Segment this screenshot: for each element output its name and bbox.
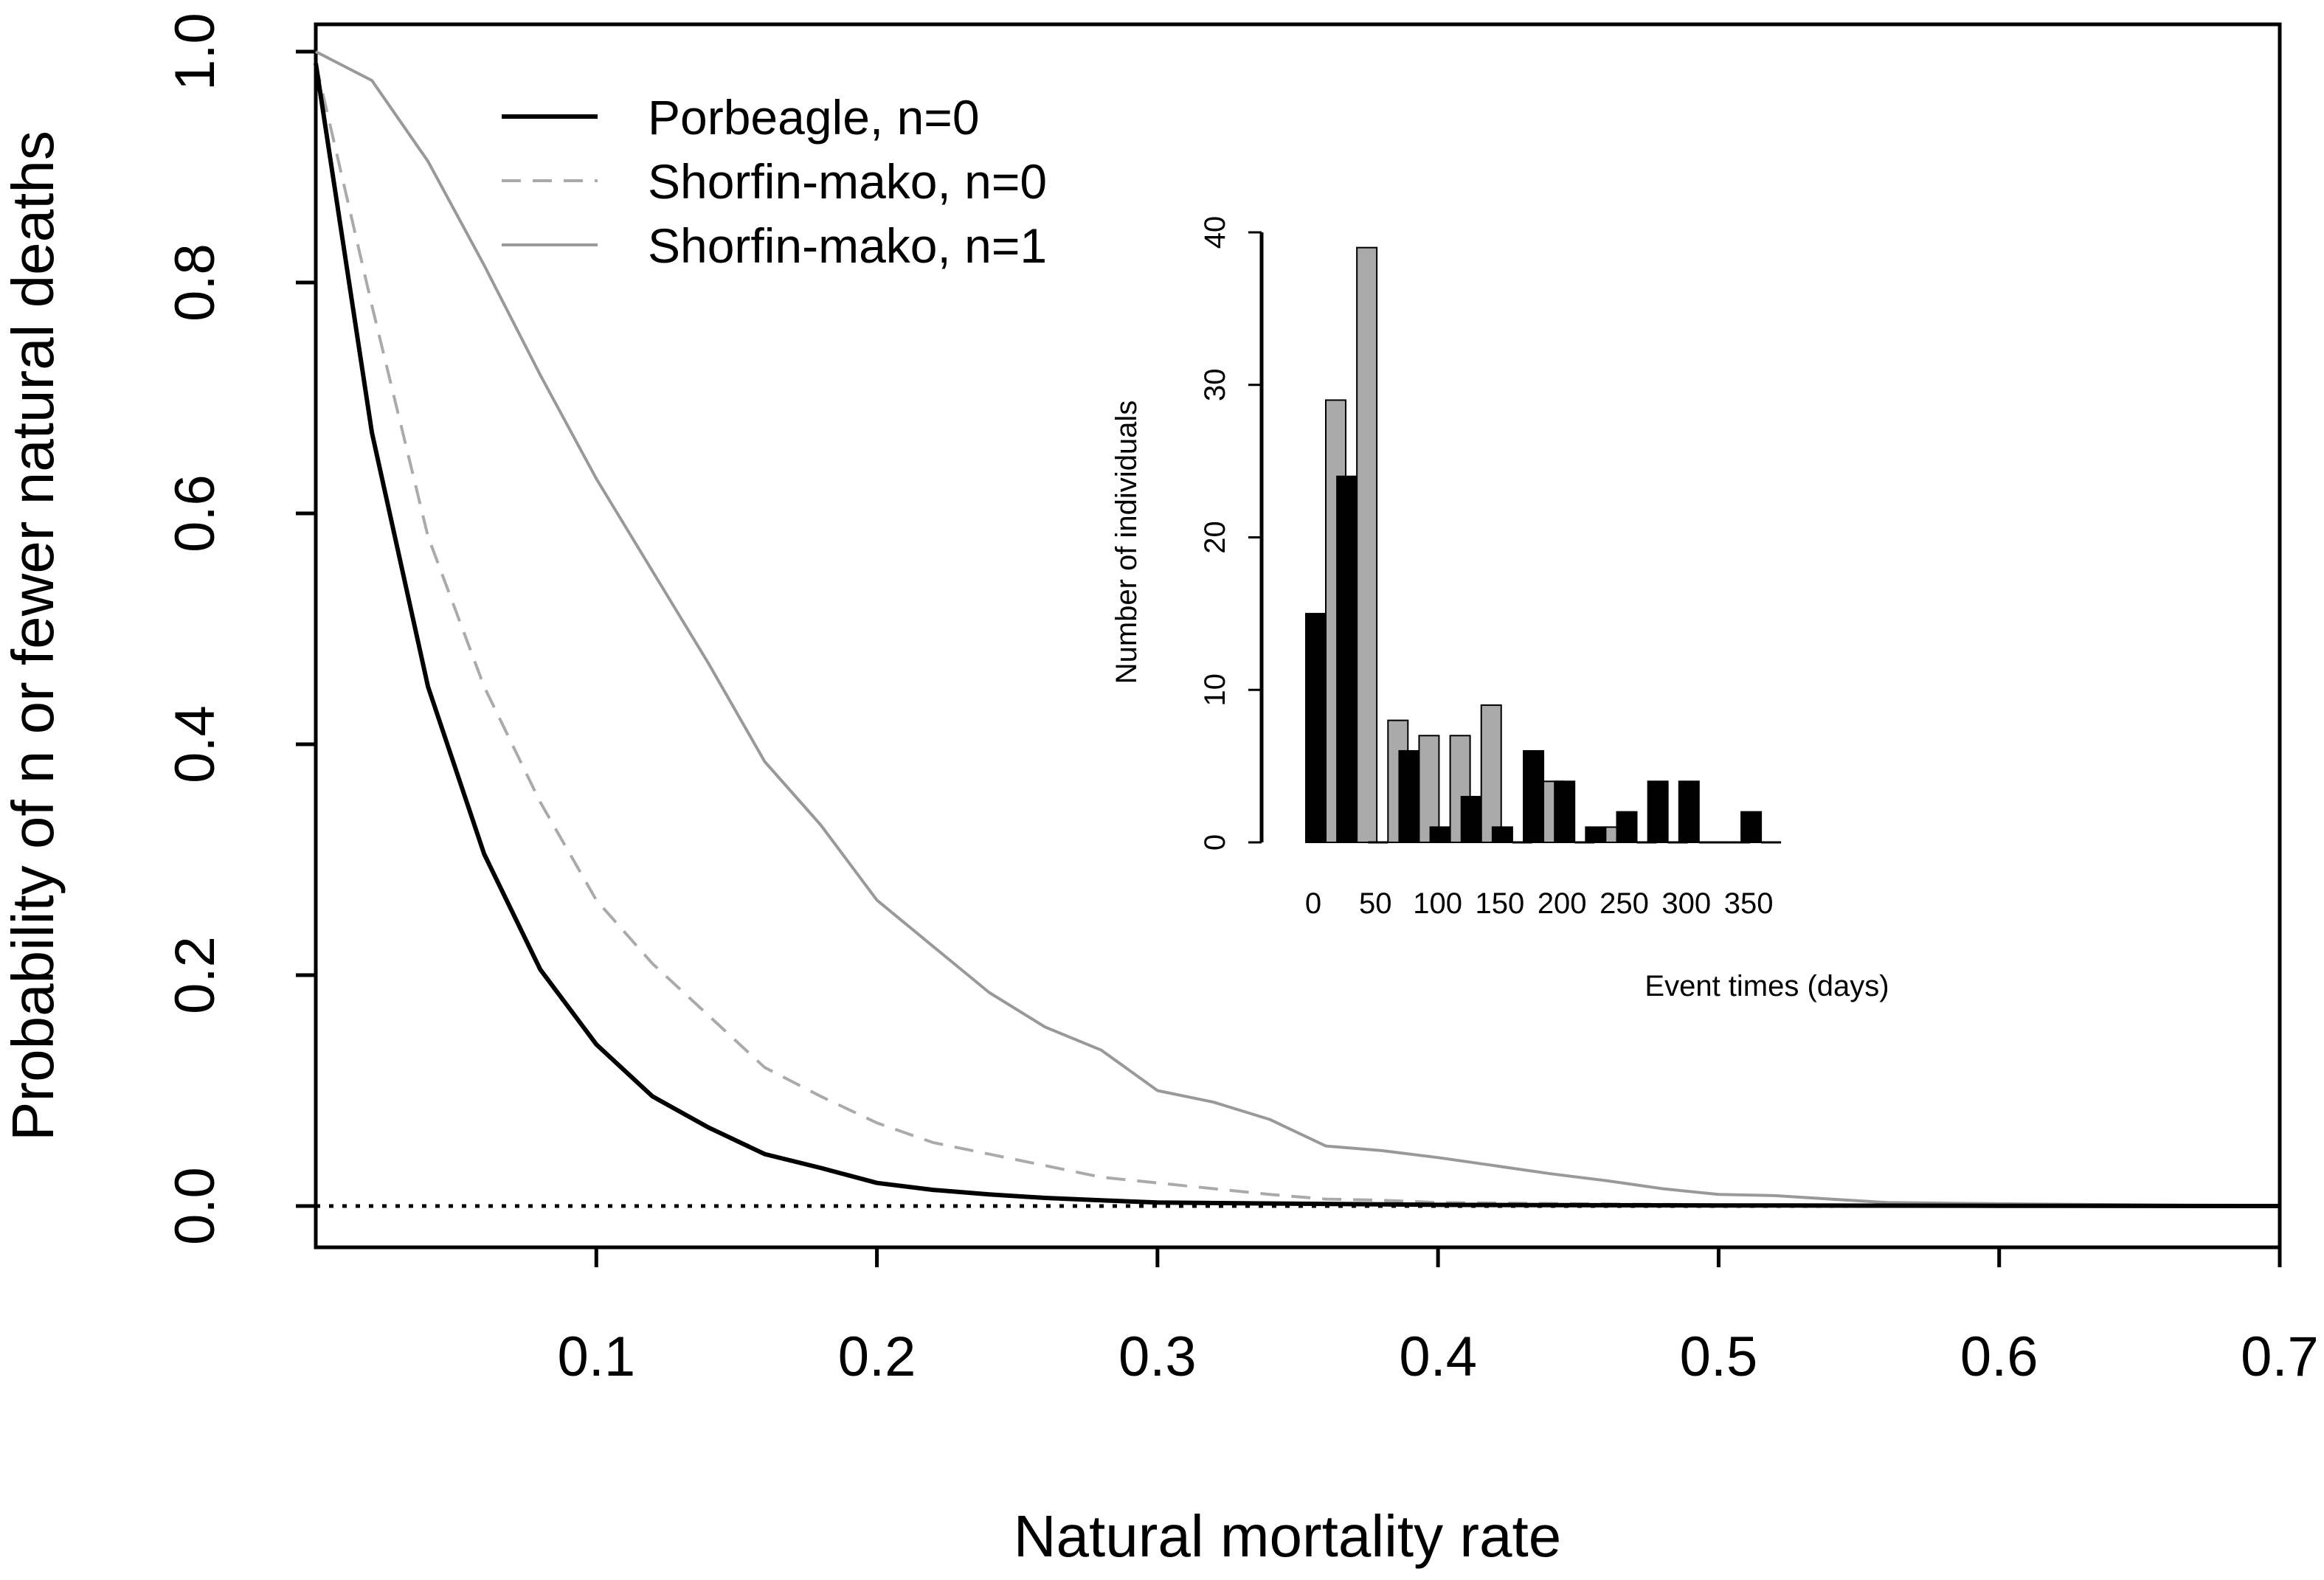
main-y-axis: 0.0 0.2 0.4 0.6 0.8 1.0 [164,13,316,1245]
inset-y-tick-label: 40 [1199,216,1231,249]
inset-bar-porbeagle [1585,826,1607,843]
main-x-tick-label: 0.5 [1680,1326,1758,1388]
inset-bar-porbeagle [1336,475,1358,843]
inset-bar-chart: 0 10 20 30 40 0 50 100 150 200 250 300 350 Event ti… [1110,216,1889,1002]
legend-label: Porbeagle, n=0 [648,90,980,145]
main-y-tick-label: 0.0 [164,1167,226,1245]
inset-x-tick-label: 350 [1724,887,1774,920]
inset-bar-porbeagle [1647,780,1669,844]
main-x-tick-label: 0.3 [1118,1326,1197,1388]
main-series-group [314,50,2280,1208]
series-line-2 [315,50,2280,1207]
main-x-tick-label: 0.1 [557,1326,635,1388]
inset-x-tick-label: 50 [1359,887,1392,920]
inset-bar-porbeagle [1554,780,1576,844]
inset-x-tick-label: 150 [1476,887,1525,920]
main-y-tick-label: 0.6 [164,474,226,552]
inset-bar-shortfin-mako [1480,704,1502,843]
inset-bar-porbeagle [1460,795,1482,843]
main-y-axis-title: Probability of n or fewer natural deaths [0,131,66,1141]
inset-y-tick-label: 0 [1199,834,1231,850]
main-y-tick-label: 0.2 [164,936,226,1014]
main-x-tick-label: 0.7 [2241,1326,2319,1388]
main-x-tick-label: 0.6 [1960,1326,2038,1388]
inset-x-tick-label: 0 [1305,887,1321,920]
inset-x-tick-label: 300 [1661,887,1711,920]
inset-x-tick-label: 250 [1600,887,1649,920]
inset-bar-porbeagle [1429,826,1451,843]
inset-y-axis-title: Number of individuals [1110,401,1143,685]
main-y-tick-label: 1.0 [164,13,226,91]
main-x-axis-title: Natural mortality rate [1014,1503,1561,1569]
main-x-tick-label: 0.2 [838,1326,916,1388]
main-plot-frame [314,22,2282,1250]
legend-label: Shorfin-mako, n=0 [648,154,1047,209]
inset-x-tick-label: 100 [1413,887,1462,920]
inset-bar-porbeagle [1491,826,1513,843]
series-line-1 [314,63,2280,1207]
inset-x-tick-label: 200 [1538,887,1587,920]
main-x-tick-label: 0.4 [1399,1326,1477,1388]
inset-bar-shortfin-mako [1418,735,1440,844]
series-line-0 [314,63,2280,1208]
inset-bar-porbeagle [1740,811,1763,844]
inset-bar-porbeagle [1305,612,1327,843]
inset-bar-porbeagle [1398,749,1420,844]
inset-x-axis-title: Event times (days) [1645,970,1889,1002]
main-y-tick-label: 0.8 [164,243,226,322]
inset-bars-group [1305,246,1782,844]
inset-y-tick-label: 10 [1199,673,1231,707]
main-y-tick-label: 0.4 [164,705,226,783]
inset-y-tick-label: 30 [1199,369,1231,402]
inset-bar-shortfin-mako [1356,246,1378,843]
inset-bar-porbeagle [1616,811,1638,844]
inset-y-axis: 0 10 20 30 40 [1199,216,1264,850]
main-x-axis: 0.1 0.2 0.3 0.4 0.5 0.6 0.7 [557,1247,2319,1388]
inset-bar-porbeagle [1523,749,1545,844]
legend-label: Shorfin-mako, n=1 [648,218,1047,273]
main-legend: Porbeagle, n=0 Shorfin-mako, n=0 Shorfin-m… [502,90,1047,273]
inset-bar-porbeagle [1678,780,1700,844]
inset-x-axis: 0 50 100 150 200 250 300 350 [1305,887,1774,920]
inset-y-tick-label: 20 [1199,521,1231,554]
